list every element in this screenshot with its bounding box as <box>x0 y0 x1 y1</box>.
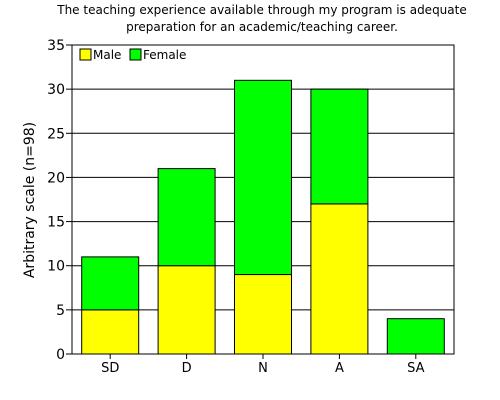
y-tick-label: 35 <box>47 38 65 54</box>
y-axis-ticks: 0 5 10 15 20 25 30 35 <box>47 38 72 363</box>
bar-female-n <box>234 79 292 276</box>
bar-male-sd <box>81 309 140 355</box>
x-tick-label: SD <box>101 361 119 376</box>
legend: Male Female <box>79 48 186 62</box>
y-tick-label: 0 <box>56 347 65 363</box>
x-tick-label: SA <box>407 361 424 376</box>
y-tick-label: 25 <box>47 126 65 142</box>
legend-swatch-male <box>79 48 92 61</box>
y-tick-label: 15 <box>47 215 65 231</box>
bar-female-sd <box>81 256 140 311</box>
x-tick-label: A <box>335 361 344 376</box>
chart-title-line-2: preparation for an academic/teaching car… <box>126 20 398 34</box>
legend-label-female: Female <box>143 48 186 62</box>
y-tick-label: 10 <box>47 259 65 275</box>
bar-male-d <box>157 265 216 355</box>
bars <box>81 79 445 355</box>
y-tick-label: 5 <box>56 303 65 319</box>
bar-female-a <box>310 88 369 205</box>
bar-female-sa <box>386 318 445 355</box>
y-axis-label: Arbitrary scale (n=98) <box>22 122 38 278</box>
y-tick-label: 20 <box>47 170 65 186</box>
legend-label-male: Male <box>93 48 121 62</box>
chart-title-line-1: The teaching experience available throug… <box>56 3 466 17</box>
chart-title: The teaching experience available throug… <box>56 3 466 34</box>
y-tick-label: 30 <box>47 82 65 98</box>
bar-female-d <box>157 168 216 267</box>
bar-male-a <box>310 203 369 355</box>
bar-male-n <box>234 274 292 355</box>
x-axis-ticks: SD D N A SA <box>101 354 425 376</box>
legend-swatch-female <box>129 48 142 61</box>
x-tick-label: D <box>182 361 192 376</box>
x-tick-label: N <box>258 361 268 376</box>
